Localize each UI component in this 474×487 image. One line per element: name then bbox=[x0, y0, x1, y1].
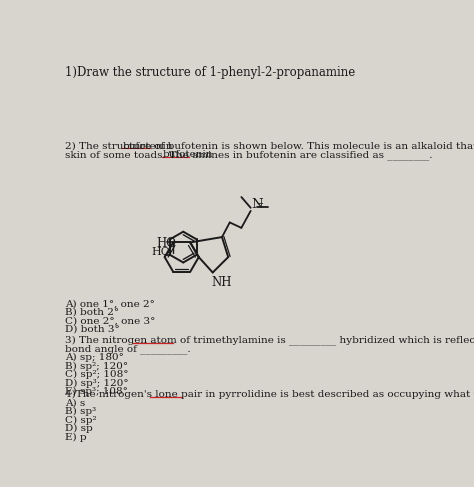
Text: A) s: A) s bbox=[65, 399, 86, 408]
Text: 3) The nitrogen atom of trimethylamine is _________ hybridized which is reflecte: 3) The nitrogen atom of trimethylamine i… bbox=[65, 336, 474, 345]
Text: bufotenin: bufotenin bbox=[162, 150, 213, 159]
Text: 4)The nitrogen's lone pair in pyrrolidine is best described as occupying what ty: 4)The nitrogen's lone pair in pyrrolidin… bbox=[65, 390, 474, 399]
Text: 1)Draw the structure of 1-phenyl-2-propanamine: 1)Draw the structure of 1-phenyl-2-propa… bbox=[65, 66, 356, 79]
Text: skin of some toads. The amines in bufotenin are classified as ________.: skin of some toads. The amines in bufote… bbox=[65, 150, 433, 160]
Text: B) sp²; 120°: B) sp²; 120° bbox=[65, 362, 128, 371]
Text: B) both 2°: B) both 2° bbox=[65, 308, 119, 317]
Text: E) sp³; 108°: E) sp³; 108° bbox=[65, 387, 128, 396]
Text: C) sp²: C) sp² bbox=[65, 416, 97, 425]
Text: A) sp; 180°: A) sp; 180° bbox=[65, 354, 124, 362]
Text: bond angle of _________.: bond angle of _________. bbox=[65, 344, 191, 354]
Text: –: – bbox=[256, 197, 263, 210]
Text: C) one 2°, one 3°: C) one 2°, one 3° bbox=[65, 317, 156, 325]
Text: D) sp: D) sp bbox=[65, 424, 93, 433]
Text: NH: NH bbox=[211, 276, 232, 289]
Text: A) one 1°, one 2°: A) one 1°, one 2° bbox=[65, 300, 155, 308]
Text: D) both 3°: D) both 3° bbox=[65, 325, 120, 334]
Text: bufotenin: bufotenin bbox=[122, 142, 173, 150]
Text: D) sp³; 120°: D) sp³; 120° bbox=[65, 379, 129, 388]
Text: E) p: E) p bbox=[65, 432, 87, 442]
Text: B) sp³: B) sp³ bbox=[65, 407, 97, 416]
Text: HO: HO bbox=[151, 247, 170, 257]
Text: N: N bbox=[251, 198, 263, 211]
Text: C) sp²; 108°: C) sp²; 108° bbox=[65, 370, 129, 379]
Text: HO: HO bbox=[156, 238, 176, 250]
Text: 2) The structure of bufotenin is shown below. This molecule is an alkaloid that : 2) The structure of bufotenin is shown b… bbox=[65, 142, 474, 150]
